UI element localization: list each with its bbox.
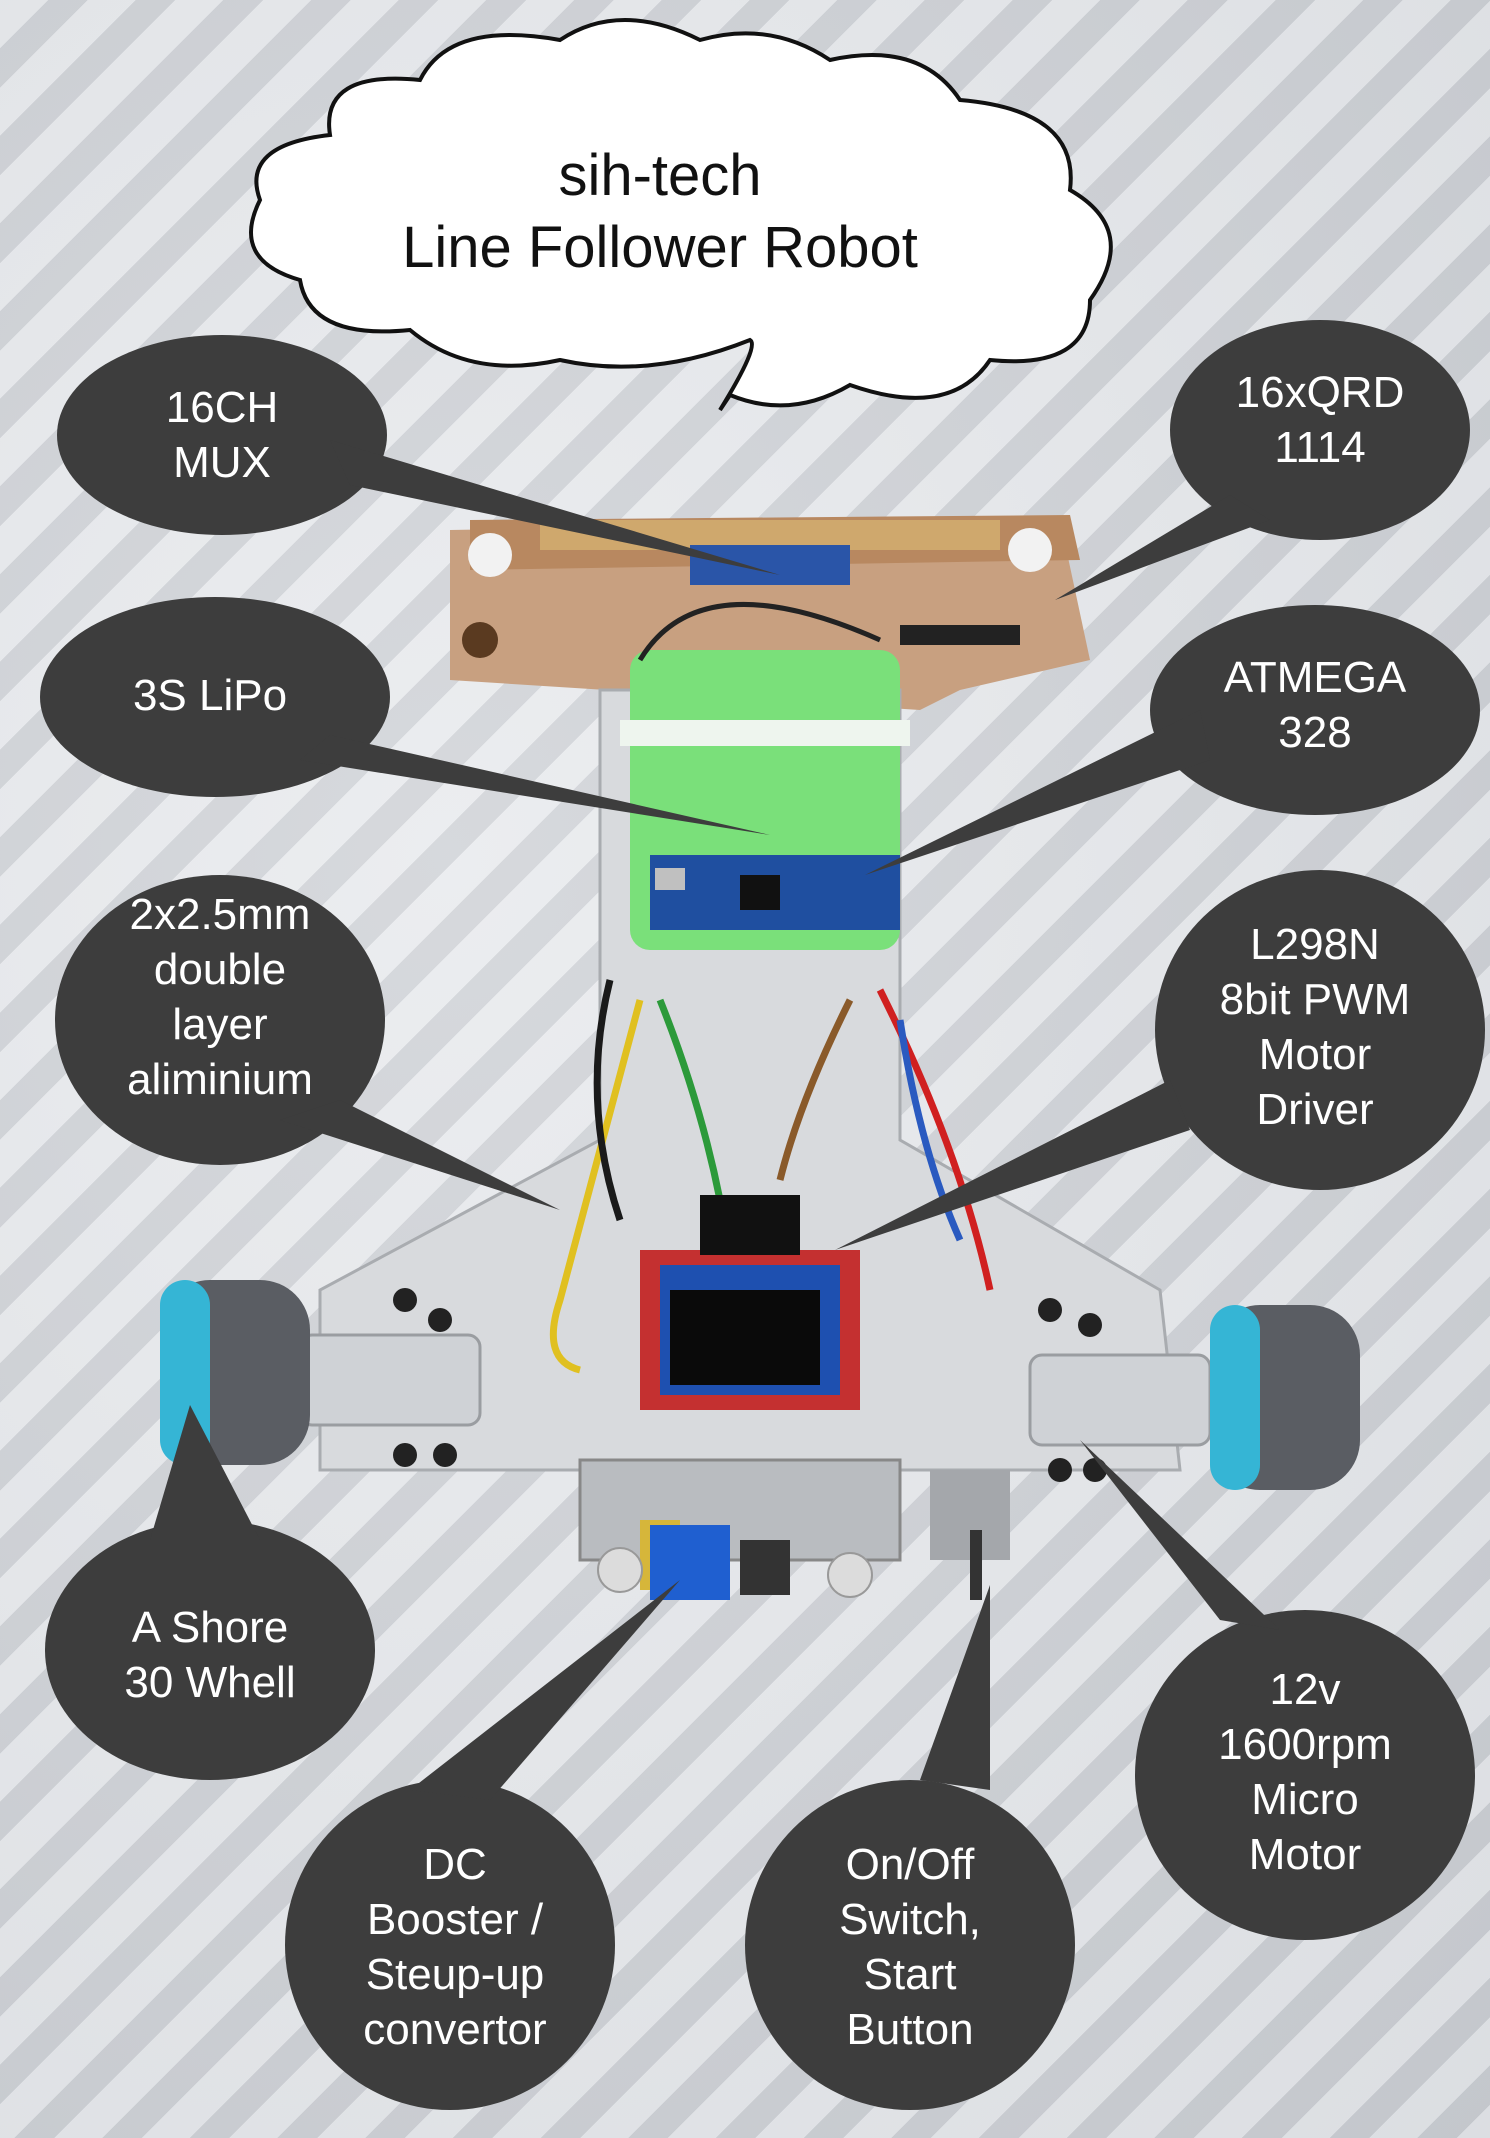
callout-chassis: 2x2.5mm double layer aliminium (127, 890, 313, 1104)
arduino-nano (650, 855, 900, 930)
title-text: sih-tech Line Follower Robot (300, 140, 1020, 284)
callout-switch: On/Off Switch, Start Button (839, 1840, 981, 2054)
wheels (160, 1280, 1360, 1490)
callout-wheel: A Shore 30 Whell (124, 1603, 296, 1707)
callout-atmega: ATMEGA 328 (1223, 653, 1407, 757)
callout-mux: 16CH MUX (165, 383, 279, 487)
wires (549, 979, 994, 1374)
front-bracket (578, 1458, 1010, 1600)
motor-driver-and-display (640, 1195, 860, 1410)
callout-booster: DC Booster / Steup-up convertor (363, 1840, 547, 2054)
title-line-2: Line Follower Robot (402, 215, 918, 280)
title-line-1: sih-tech (558, 143, 762, 208)
callout-bubbles (40, 320, 1485, 2110)
title-cloud (249, 18, 1113, 412)
callout-driver: L298N 8bit PWM Motor Driver (1219, 920, 1411, 1134)
micro-motors (298, 1333, 1212, 1447)
callout-qrd: 16xQRD 1114 (1235, 368, 1405, 472)
callout-lipo: 3S LiPo (132, 671, 288, 720)
callout-motor: 12v 1600rpm Micro Motor (1218, 1665, 1392, 1879)
